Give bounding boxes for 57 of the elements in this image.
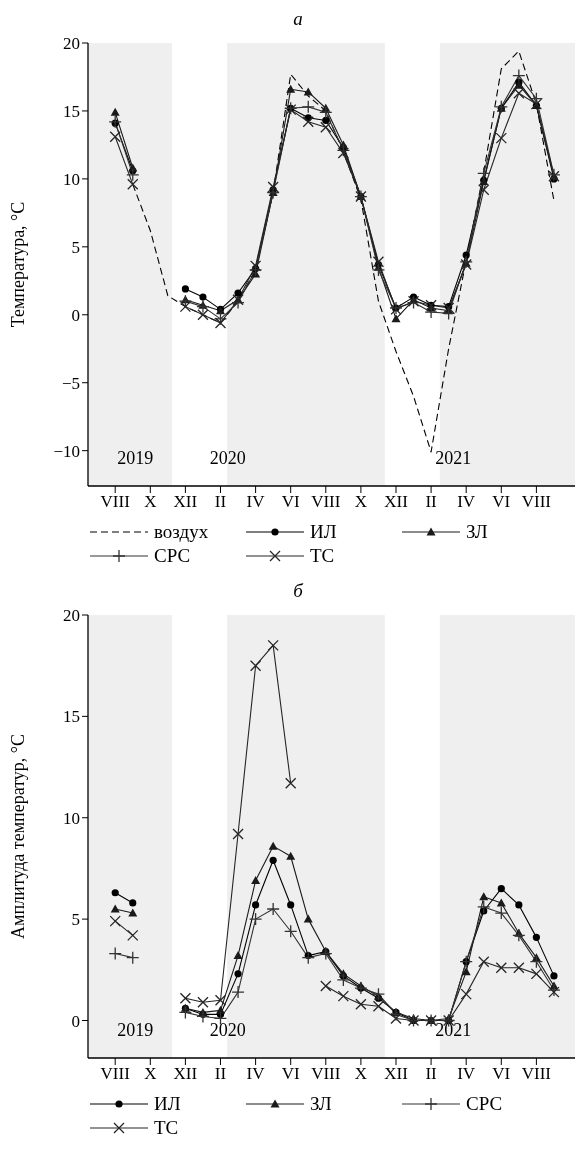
- legend-label: ЗЛ: [466, 521, 488, 543]
- x-tick-label: XII: [173, 492, 198, 512]
- legend-label: ИЛ: [310, 521, 337, 543]
- x-tick-label: VIII: [311, 492, 341, 512]
- y-axis-title: Амплитуда температур, °C: [8, 733, 29, 940]
- legend-label: воздух: [154, 521, 209, 543]
- y-tick-label: −10: [53, 441, 80, 461]
- x-tick-label: VIII: [311, 1064, 341, 1084]
- x-tick-label: VI: [492, 1064, 511, 1084]
- x-tick-label: IV: [457, 492, 476, 512]
- annotation: 2021: [435, 1019, 472, 1040]
- x-tick-label: IV: [246, 1064, 266, 1084]
- legend-label: СРС: [466, 1093, 503, 1115]
- annotation: 2019: [117, 1019, 154, 1040]
- y-tick-label: 0: [71, 305, 80, 325]
- y-tick-label: 10: [63, 808, 80, 828]
- x-tick-label: VI: [492, 492, 511, 512]
- x-tick-label: X: [354, 1064, 368, 1084]
- legend-label: ЗЛ: [310, 1093, 332, 1115]
- legend-label: ТС: [310, 545, 335, 567]
- y-tick-label: 15: [63, 101, 80, 121]
- x-tick-label: VIII: [521, 1064, 552, 1084]
- x-tick-label: VIII: [100, 1064, 131, 1084]
- x-tick-label: VI: [281, 492, 300, 512]
- chart-title: б: [292, 580, 305, 603]
- y-axis-title: Температура, °C: [8, 201, 29, 328]
- legend-label: ТС: [154, 1117, 179, 1139]
- x-tick-label: IV: [246, 492, 266, 512]
- x-tick-label: X: [354, 492, 368, 512]
- x-tick-label: II: [214, 492, 227, 512]
- x-tick-label: II: [425, 1064, 438, 1084]
- x-tick-label: X: [144, 1064, 157, 1084]
- annotation: 2020: [209, 1019, 246, 1040]
- annotation: 2019: [117, 447, 154, 468]
- legend-label: ИЛ: [154, 1093, 181, 1115]
- y-tick-label: −5: [61, 373, 80, 393]
- x-tick-label: II: [425, 492, 438, 512]
- legend-label: СРС: [154, 545, 191, 567]
- annotation: 2021: [435, 447, 472, 468]
- x-tick-label: VIII: [521, 492, 552, 512]
- y-tick-label: 10: [63, 169, 80, 189]
- x-tick-label: IV: [457, 1064, 476, 1084]
- x-tick-label: XII: [384, 1064, 409, 1084]
- x-tick-label: X: [144, 492, 157, 512]
- x-tick-label: VI: [281, 1064, 300, 1084]
- x-tick-label: II: [214, 1064, 227, 1084]
- x-tick-label: VIII: [100, 492, 131, 512]
- y-tick-label: 5: [71, 910, 80, 930]
- y-tick-label: 20: [63, 34, 80, 54]
- y-tick-label: 15: [63, 707, 80, 727]
- chart-title: а: [292, 8, 304, 31]
- x-tick-label: XII: [384, 492, 409, 512]
- y-tick-label: 5: [71, 237, 80, 257]
- y-tick-label: 20: [63, 606, 80, 626]
- y-tick-label: 0: [71, 1011, 80, 1031]
- x-tick-label: XII: [173, 1064, 198, 1084]
- annotation: 2020: [209, 447, 246, 468]
